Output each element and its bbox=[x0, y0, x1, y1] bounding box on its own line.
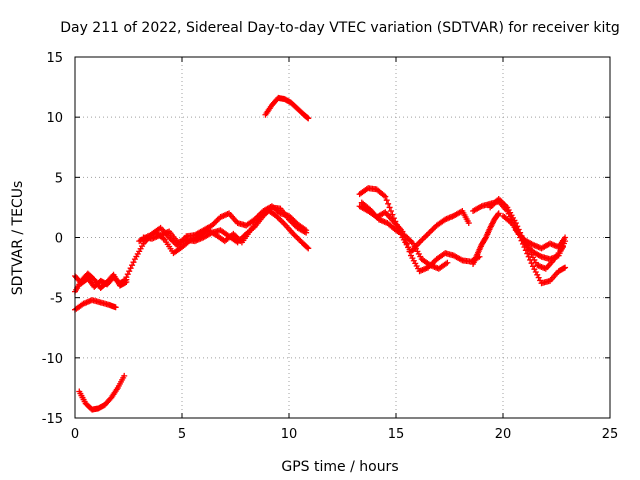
series-arc4 bbox=[76, 372, 128, 413]
data-point bbox=[532, 268, 539, 275]
y-axis-label: SDTVAR / TECUs bbox=[10, 181, 26, 296]
x-tick-label: 25 bbox=[602, 427, 619, 442]
data-point bbox=[420, 235, 427, 242]
data-point bbox=[498, 198, 505, 205]
x-tick-label: 0 bbox=[71, 427, 79, 442]
data-point bbox=[522, 247, 529, 254]
data-point bbox=[211, 219, 218, 226]
data-point bbox=[121, 372, 128, 379]
data-point bbox=[419, 236, 426, 243]
data-point bbox=[305, 245, 312, 252]
data-point bbox=[562, 264, 569, 271]
data-point bbox=[444, 259, 451, 266]
x-axis-label: GPS time / hours bbox=[281, 459, 398, 475]
x-tick-label: 10 bbox=[281, 427, 298, 442]
data-point bbox=[417, 237, 424, 244]
y-tick-label: 15 bbox=[46, 51, 63, 66]
x-tick-label: 5 bbox=[178, 427, 186, 442]
data-point bbox=[236, 237, 243, 244]
data-point bbox=[214, 216, 221, 223]
data-point bbox=[495, 211, 502, 218]
data-point bbox=[126, 268, 133, 275]
y-tick-label: 5 bbox=[55, 171, 63, 186]
ticks: 0 5 10 15 20 25 -15 -10 -5 0 5 10 15 bbox=[42, 51, 619, 442]
x-tick-label: 20 bbox=[495, 427, 512, 442]
data-point bbox=[293, 233, 300, 240]
series-arc16 bbox=[512, 227, 569, 252]
series-arc8 bbox=[262, 94, 312, 122]
data-point bbox=[403, 240, 410, 247]
y-tick-label: 0 bbox=[55, 232, 63, 247]
data-point bbox=[406, 248, 413, 255]
data-point bbox=[280, 219, 287, 226]
data-point bbox=[294, 235, 301, 242]
data-point bbox=[388, 208, 395, 215]
data-point bbox=[383, 197, 390, 204]
data-point bbox=[465, 220, 472, 227]
data-point bbox=[304, 244, 311, 251]
data-point bbox=[535, 274, 542, 281]
data-point bbox=[127, 265, 134, 272]
data-points bbox=[72, 94, 569, 413]
data-point bbox=[305, 115, 312, 122]
data-point bbox=[430, 225, 437, 232]
data-point bbox=[295, 236, 302, 243]
data-point bbox=[562, 234, 569, 241]
series-arc11 bbox=[358, 199, 451, 272]
data-point bbox=[291, 232, 298, 239]
data-point bbox=[524, 250, 531, 257]
y-tick-label: 10 bbox=[46, 111, 63, 126]
data-point bbox=[405, 244, 412, 251]
data-point bbox=[427, 228, 434, 235]
series-arc12 bbox=[470, 210, 502, 267]
y-tick-label: -5 bbox=[50, 292, 63, 307]
y-tick-label: -10 bbox=[42, 352, 63, 367]
data-point bbox=[495, 210, 502, 217]
data-point bbox=[382, 193, 389, 200]
y-tick-label: -15 bbox=[42, 412, 63, 427]
data-point bbox=[124, 271, 131, 278]
data-point bbox=[423, 232, 430, 239]
series-arc7 bbox=[140, 204, 310, 246]
data-point bbox=[277, 217, 284, 224]
data-point bbox=[426, 229, 433, 236]
data-point bbox=[276, 215, 283, 222]
data-point bbox=[422, 233, 429, 240]
series-arc2 bbox=[72, 270, 130, 295]
data-point bbox=[429, 226, 436, 233]
x-tick-label: 15 bbox=[388, 427, 405, 442]
data-point bbox=[278, 218, 285, 225]
data-point bbox=[529, 263, 536, 270]
data-point bbox=[534, 271, 541, 278]
data-point bbox=[213, 218, 220, 225]
data-point bbox=[385, 200, 392, 207]
data-point bbox=[386, 204, 393, 211]
data-point bbox=[123, 274, 130, 281]
series-arc5 bbox=[123, 203, 310, 281]
chart-title: Day 211 of 2022, Sidereal Day-to-day VTE… bbox=[60, 20, 620, 36]
data-point bbox=[425, 230, 432, 237]
data-point bbox=[303, 229, 310, 236]
data-point bbox=[112, 304, 119, 311]
data-point bbox=[129, 262, 136, 269]
data-point bbox=[130, 259, 137, 266]
data-point bbox=[531, 266, 538, 273]
series-arc3 bbox=[72, 297, 119, 313]
